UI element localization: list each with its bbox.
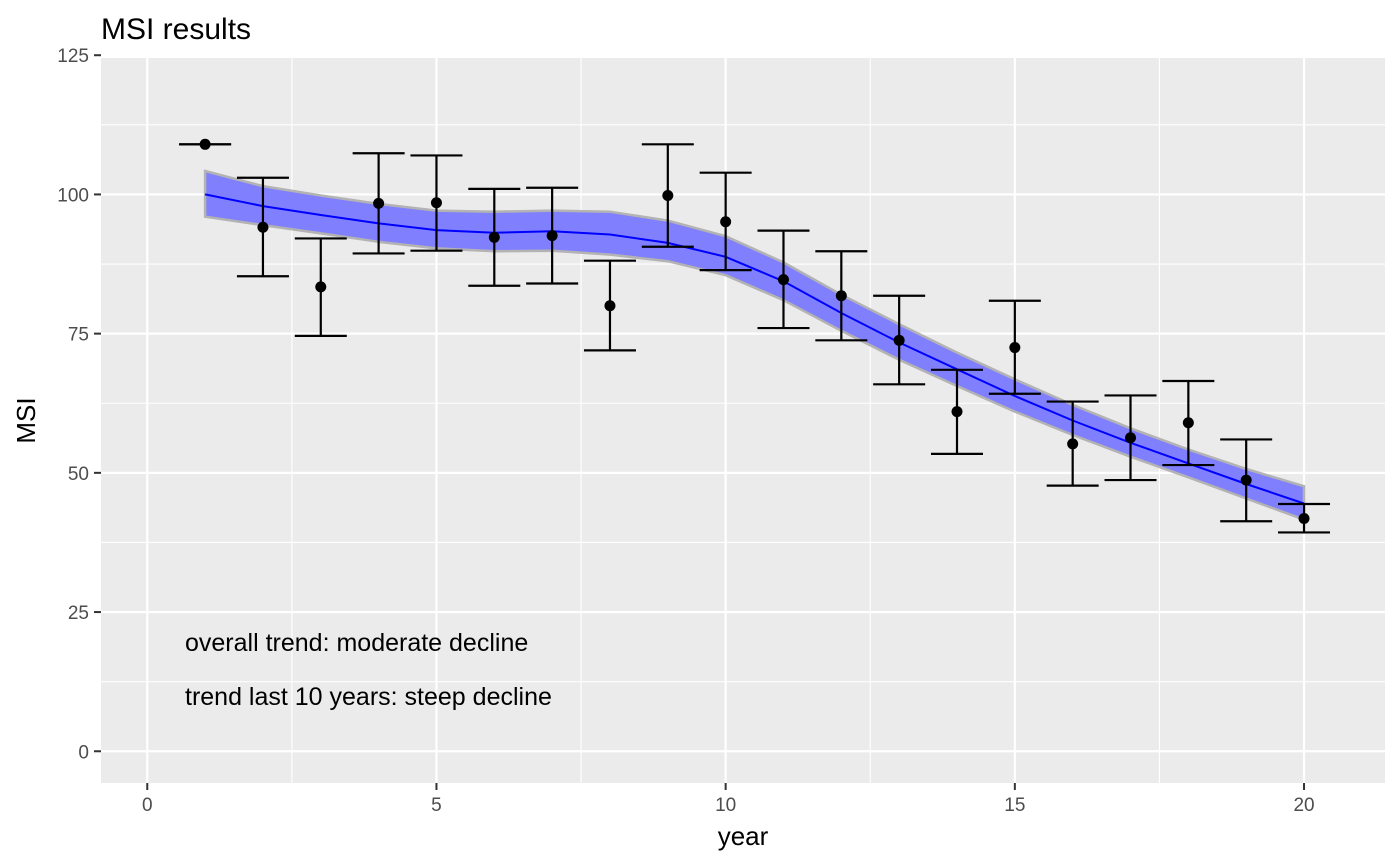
data-point bbox=[546, 230, 558, 242]
data-point bbox=[430, 197, 442, 209]
y-tick-label: 75 bbox=[68, 325, 89, 346]
y-tick-label: 50 bbox=[68, 464, 89, 485]
y-axis: 0 25 50 75 100 125 bbox=[57, 46, 101, 763]
data-point bbox=[893, 334, 905, 346]
data-point bbox=[257, 221, 269, 233]
data-point bbox=[662, 190, 674, 202]
chart-title: MSI results bbox=[101, 13, 251, 46]
y-tick-label: 25 bbox=[68, 603, 89, 624]
data-point bbox=[1240, 474, 1252, 486]
error-bars bbox=[179, 143, 1331, 534]
data-point bbox=[951, 406, 963, 418]
data-point bbox=[373, 197, 385, 209]
plot-panel bbox=[101, 58, 1385, 783]
data-points bbox=[199, 138, 1310, 525]
x-tick-label: 10 bbox=[715, 795, 736, 816]
data-point bbox=[1298, 513, 1310, 525]
data-point bbox=[315, 281, 327, 293]
x-axis: 0 5 10 15 20 bbox=[142, 783, 1315, 816]
y-tick-label: 0 bbox=[78, 742, 89, 763]
annotation-last-10-years: trend last 10 years: steep decline bbox=[185, 683, 552, 711]
minor-gridlines bbox=[101, 58, 1385, 783]
y-tick-label: 125 bbox=[57, 46, 89, 67]
y-tick-label: 100 bbox=[57, 185, 89, 206]
data-point bbox=[1067, 438, 1079, 450]
x-axis-title: year bbox=[718, 821, 769, 851]
data-point bbox=[720, 216, 732, 228]
x-tick-label: 20 bbox=[1293, 795, 1314, 816]
data-point bbox=[835, 290, 847, 302]
data-point bbox=[777, 274, 789, 286]
x-tick-label: 5 bbox=[431, 795, 442, 816]
trend-line bbox=[204, 193, 1305, 505]
major-gridlines bbox=[101, 54, 1385, 783]
annotation-overall-trend: overall trend: moderate decline bbox=[185, 629, 528, 657]
data-point bbox=[1182, 417, 1194, 429]
x-tick-label: 0 bbox=[142, 795, 153, 816]
data-point bbox=[1125, 432, 1137, 444]
data-point bbox=[604, 300, 616, 312]
x-tick-label: 15 bbox=[1004, 795, 1025, 816]
y-axis-title: MSI bbox=[11, 397, 41, 443]
data-point bbox=[488, 231, 500, 243]
data-point bbox=[199, 138, 211, 150]
data-point bbox=[1009, 342, 1021, 354]
